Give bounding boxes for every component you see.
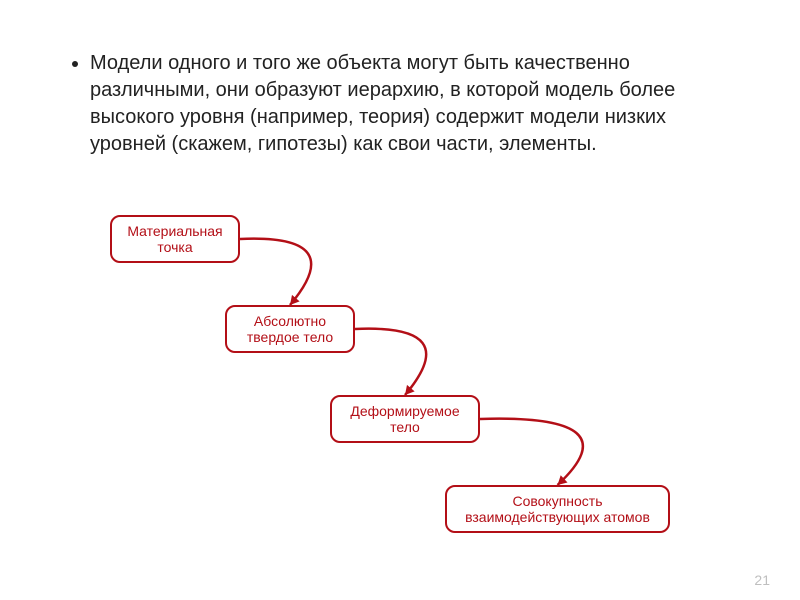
flow-node-n3: Деформируемоетело bbox=[330, 395, 480, 443]
flow-arrow bbox=[345, 314, 475, 405]
flow-arrow bbox=[230, 224, 360, 315]
flow-node-label: Абсолютно bbox=[254, 313, 326, 329]
flow-node-label: взаимодействующих атомов bbox=[465, 509, 650, 525]
flow-node-n2: Абсолютнотвердое тело bbox=[225, 305, 355, 353]
intro-paragraph: Модели одного и того же объекта могут бы… bbox=[70, 50, 740, 158]
flow-node-n1: Материальнаяточка bbox=[110, 215, 240, 263]
flow-node-label: Материальная bbox=[127, 223, 222, 239]
page-number: 21 bbox=[754, 572, 770, 588]
flow-node-n4: Совокупностьвзаимодействующих атомов bbox=[445, 485, 670, 533]
flow-node-label: твердое тело bbox=[247, 329, 333, 345]
flow-node-label: Деформируемое bbox=[350, 403, 459, 419]
flow-node-label: Совокупность bbox=[512, 493, 602, 509]
flow-node-label: точка bbox=[157, 239, 192, 255]
flow-node-label: тело bbox=[390, 419, 420, 435]
bullet-text: Модели одного и того же объекта могут бы… bbox=[90, 50, 740, 158]
flow-arrow bbox=[470, 404, 644, 495]
